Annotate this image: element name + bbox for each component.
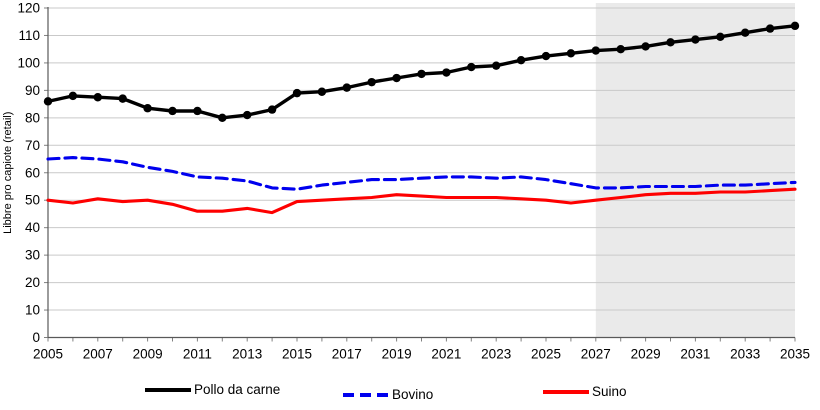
data-point-marker xyxy=(417,69,426,79)
y-tick-label: 90 xyxy=(25,83,40,98)
x-tick-label: 2009 xyxy=(133,347,163,362)
data-point-marker xyxy=(43,97,53,106)
x-tick-label: 2033 xyxy=(730,347,760,362)
x-tick-label: 2021 xyxy=(431,347,461,362)
x-tick-label: 2025 xyxy=(531,347,561,362)
data-point-marker xyxy=(317,87,327,96)
data-point-marker xyxy=(267,105,277,114)
legend-item-pollo-da-carne: Pollo da carne xyxy=(145,382,280,397)
data-point-marker xyxy=(790,21,800,31)
data-point-marker xyxy=(93,93,103,102)
y-tick-label: 60 xyxy=(25,165,40,180)
data-point-marker xyxy=(591,46,600,55)
x-tick-label: 2013 xyxy=(232,347,262,362)
y-tick-label: 100 xyxy=(17,55,40,70)
data-point-marker xyxy=(516,55,526,65)
y-tick-label: 0 xyxy=(32,330,40,345)
red-solid-line-icon xyxy=(543,389,589,394)
black-solid-line-icon xyxy=(145,387,191,392)
data-point-marker xyxy=(566,49,576,58)
x-tick-label: 2011 xyxy=(183,347,212,362)
data-point-marker xyxy=(641,42,650,51)
legend-label-pollo: Pollo da carne xyxy=(194,382,281,397)
x-tick-label: 2007 xyxy=(83,347,113,362)
data-point-marker xyxy=(541,51,551,61)
x-tick-label: 2031 xyxy=(680,347,710,362)
x-tick-label: 2023 xyxy=(481,347,511,362)
chart-plot-area: 0 10 20 30 40 50 60 70 80 90 100 110 120 2005 2007 2009… xyxy=(2,1,810,362)
x-tick-label: 2029 xyxy=(631,347,661,362)
data-point-marker xyxy=(218,113,227,123)
data-point-marker xyxy=(168,106,177,116)
y-axis-title: Libbre pro capiote (retail) xyxy=(2,112,14,234)
data-point-marker xyxy=(243,110,252,120)
legend-item-bovino: Bovino xyxy=(343,387,433,402)
series-line-bovino xyxy=(46,156,797,191)
data-point-marker xyxy=(691,35,700,44)
data-point-marker xyxy=(442,68,451,77)
y-tick-label: 120 xyxy=(17,1,40,16)
legend-label-bovino: Bovino xyxy=(392,387,434,402)
legend-item-suino: Suino xyxy=(543,384,627,399)
blue-dashed-line-icon xyxy=(343,392,389,397)
data-point-marker xyxy=(492,61,501,70)
y-tick-label: 110 xyxy=(18,28,40,43)
data-point-marker xyxy=(467,62,476,72)
y-tick-label: 10 xyxy=(25,303,40,318)
y-tick-label: 50 xyxy=(25,193,40,208)
forecast-shaded-region xyxy=(595,3,795,338)
y-tick-label: 30 xyxy=(25,248,40,263)
x-tick-label: 2017 xyxy=(332,347,362,362)
x-tick-label: 2035 xyxy=(780,347,810,362)
y-tick-label: 80 xyxy=(25,110,40,125)
data-point-marker xyxy=(741,28,750,37)
series-line-suino xyxy=(46,187,797,215)
data-point-marker xyxy=(765,24,775,33)
data-point-marker xyxy=(68,91,78,101)
chart-legend: Pollo da carne Bovino Suino xyxy=(0,376,820,410)
x-tick-label: 2015 xyxy=(282,347,312,362)
data-point-marker xyxy=(716,32,725,42)
data-point-marker xyxy=(143,104,152,113)
data-point-marker xyxy=(616,44,625,54)
data-point-marker xyxy=(367,77,376,87)
y-tick-label: 70 xyxy=(25,138,40,153)
x-tick-label: 2027 xyxy=(581,347,611,362)
data-point-marker xyxy=(392,73,401,83)
data-point-marker xyxy=(292,88,302,98)
y-tick-label: 20 xyxy=(25,275,40,290)
data-point-marker xyxy=(342,83,351,92)
data-point-marker xyxy=(193,106,202,116)
legend-label-suino: Suino xyxy=(592,384,627,399)
y-tick-label: 40 xyxy=(25,220,40,235)
x-tick-label: 2019 xyxy=(382,347,412,362)
data-point-marker xyxy=(666,38,675,47)
x-tick-label: 2005 xyxy=(33,347,63,362)
data-point-marker xyxy=(118,94,127,103)
